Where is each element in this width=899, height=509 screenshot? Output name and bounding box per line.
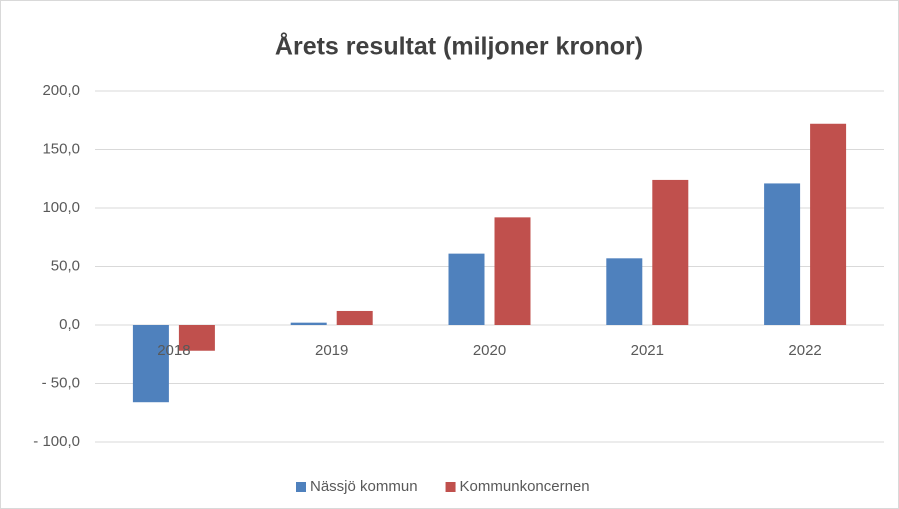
- x-tick-label: 2020: [473, 342, 506, 359]
- bar: [810, 123, 847, 325]
- bar: [606, 258, 643, 325]
- x-tick-label: 2021: [631, 342, 664, 359]
- y-tick-label: - 50,0: [42, 374, 80, 391]
- legend-label: Kommunkoncernen: [460, 478, 590, 495]
- bar: [336, 310, 373, 325]
- bar: [494, 217, 531, 325]
- chart-title: Årets resultat (miljoner kronor): [275, 32, 643, 61]
- legend-swatch: [296, 482, 306, 492]
- legend-label: Nässjö kommun: [310, 478, 418, 495]
- y-tick-label: 100,0: [42, 199, 80, 216]
- y-tick-label: - 100,0: [33, 433, 80, 450]
- bar: [448, 253, 485, 325]
- bar: [290, 322, 327, 325]
- x-tick-label: 2018: [157, 342, 190, 359]
- bar: [764, 183, 801, 325]
- y-tick-label: 0,0: [59, 316, 80, 333]
- x-tick-label: 2022: [788, 342, 821, 359]
- bar: [178, 325, 215, 351]
- y-tick-label: 150,0: [42, 140, 80, 157]
- legend-swatch: [445, 482, 456, 492]
- bar: [132, 325, 169, 403]
- bar: [652, 179, 689, 325]
- x-tick-label: 2019: [315, 342, 348, 359]
- y-tick-label: 50,0: [51, 257, 80, 274]
- y-tick-label: 200,0: [42, 82, 80, 99]
